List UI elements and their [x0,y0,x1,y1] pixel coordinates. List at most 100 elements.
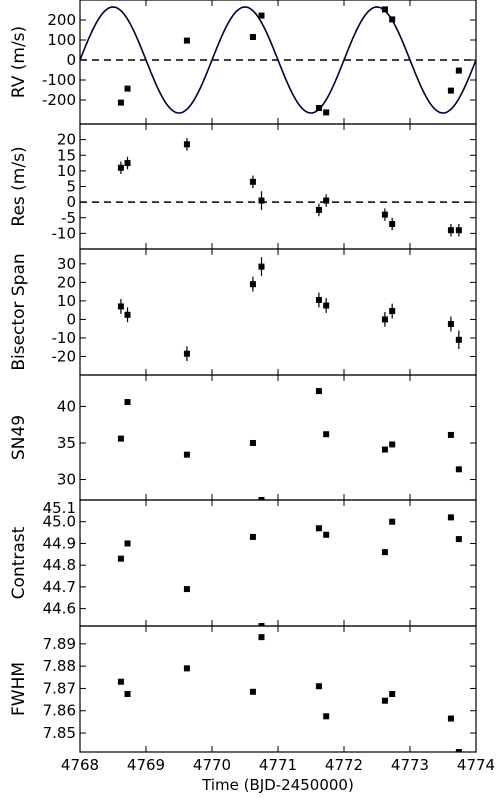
axes-frame [79,499,477,627]
data-point-11 [455,749,462,752]
data-point-1 [117,164,124,171]
data-point-4 [249,688,256,695]
y-tick-label: 44.6 [43,600,76,618]
data-point-1 [117,99,124,106]
data-point-11 [455,336,462,343]
panel-4: 30 35 40 SN49 [9,374,477,501]
y-tick-label: 200 [47,11,76,29]
data-point-10 [447,715,454,722]
y-tick-label: 15 [57,146,76,164]
y-tick-label: 20 [57,273,76,291]
data-point-10 [447,514,454,521]
data-point-2 [124,311,131,318]
y-tick-label: -5 [61,209,76,227]
axes-frame [79,374,477,501]
data-point-4 [249,178,256,185]
y-axis-title: Contrast [9,526,29,599]
data-point-4 [249,34,256,40]
data-point-3 [183,350,190,357]
y-axis-title: SN49 [9,415,29,460]
data-point-7 [323,713,330,720]
y-tick-label: 44.8 [43,556,76,574]
sinusoid-model-curve [80,6,476,114]
axes-frame [79,123,477,250]
data-point-10 [447,431,454,438]
data-point-7 [323,197,330,204]
y-tick-label: 0 [66,310,76,328]
data-point-6 [315,683,322,690]
y-tick-label: 0 [66,193,76,211]
data-point-1 [117,435,124,442]
y-tick-label: 10 [57,162,76,180]
x-tick-label: 4772 [325,756,363,774]
y-axis-title: RV (m/s) [9,26,29,98]
x-axis-title: Time (BJD-2450000) [201,776,354,794]
data-point-5 [258,197,265,204]
data-point-7 [323,531,330,538]
data-point-7 [323,431,330,438]
y-tick-label: -10 [52,329,77,347]
data-point-8 [381,446,388,453]
y-tick-label: 45.0 [43,513,76,531]
data-point-9 [389,221,396,227]
data-point-6 [315,105,322,111]
data-point-6 [315,388,322,395]
data-point-9 [389,441,396,448]
data-point-10 [447,87,454,94]
data-point-6 [315,206,322,213]
y-axis-title: Bisector Span [9,253,29,370]
data-point-11 [455,536,462,543]
x-tick-label: 4771 [259,756,297,774]
y-tick-label: 44.9 [43,534,76,552]
x-tick-label: 4773 [391,756,429,774]
data-point-9 [389,16,396,23]
y-tick-label: 10 [57,292,76,310]
data-point-1 [117,303,124,310]
plot-area [80,6,476,116]
y-axis-title: Res (m/s) [9,146,29,226]
panel-1: -200 -100 0 100 200 RV (m/s) [9,0,477,125]
plot-area [80,138,476,237]
y-tick-label: 7.86 [43,702,76,720]
data-point-10 [447,321,454,328]
panel-5: 44.6 44.7 44.8 44.9 45.045.1 Contrast [9,499,477,627]
data-point-8 [381,697,388,704]
plot-area [117,388,462,500]
y-tick-label: 40 [57,397,76,415]
y-tick-label: 30 [57,471,76,489]
data-point-3 [183,37,190,44]
data-point-11 [455,466,462,473]
data-point-5 [258,263,265,270]
axes-frame [79,625,477,753]
data-point-9 [389,691,396,698]
data-point-2 [124,540,131,547]
y-tick-label: 0 [66,51,76,69]
y-tick-label: -100 [42,71,76,89]
data-point-4 [249,281,256,288]
y-tick-label: 7.89 [43,635,76,653]
data-point-5 [258,12,265,19]
y-tick-label: 5 [66,178,76,196]
y-tick-label: 100 [47,31,76,49]
data-point-8 [381,316,388,323]
plot-area [117,514,462,626]
data-point-2 [124,160,131,167]
y-tick-label: 30 [57,255,76,273]
axes-frame [79,248,477,376]
data-point-7 [323,109,330,116]
y-axis-title: FWHM [9,662,29,716]
data-point-6 [315,296,322,303]
data-point-11 [455,227,462,234]
y-tick-label: -20 [52,347,77,365]
y-tick-label: 7.88 [43,657,76,675]
y-tick-label: -200 [42,91,76,109]
data-point-3 [183,665,190,672]
data-point-1 [117,678,124,685]
data-point-10 [447,227,454,234]
x-tick-label: 4770 [193,756,231,774]
plot-area [117,257,462,362]
y-tick-label: 44.7 [43,578,76,596]
data-point-8 [381,549,388,556]
data-point-3 [183,141,190,148]
